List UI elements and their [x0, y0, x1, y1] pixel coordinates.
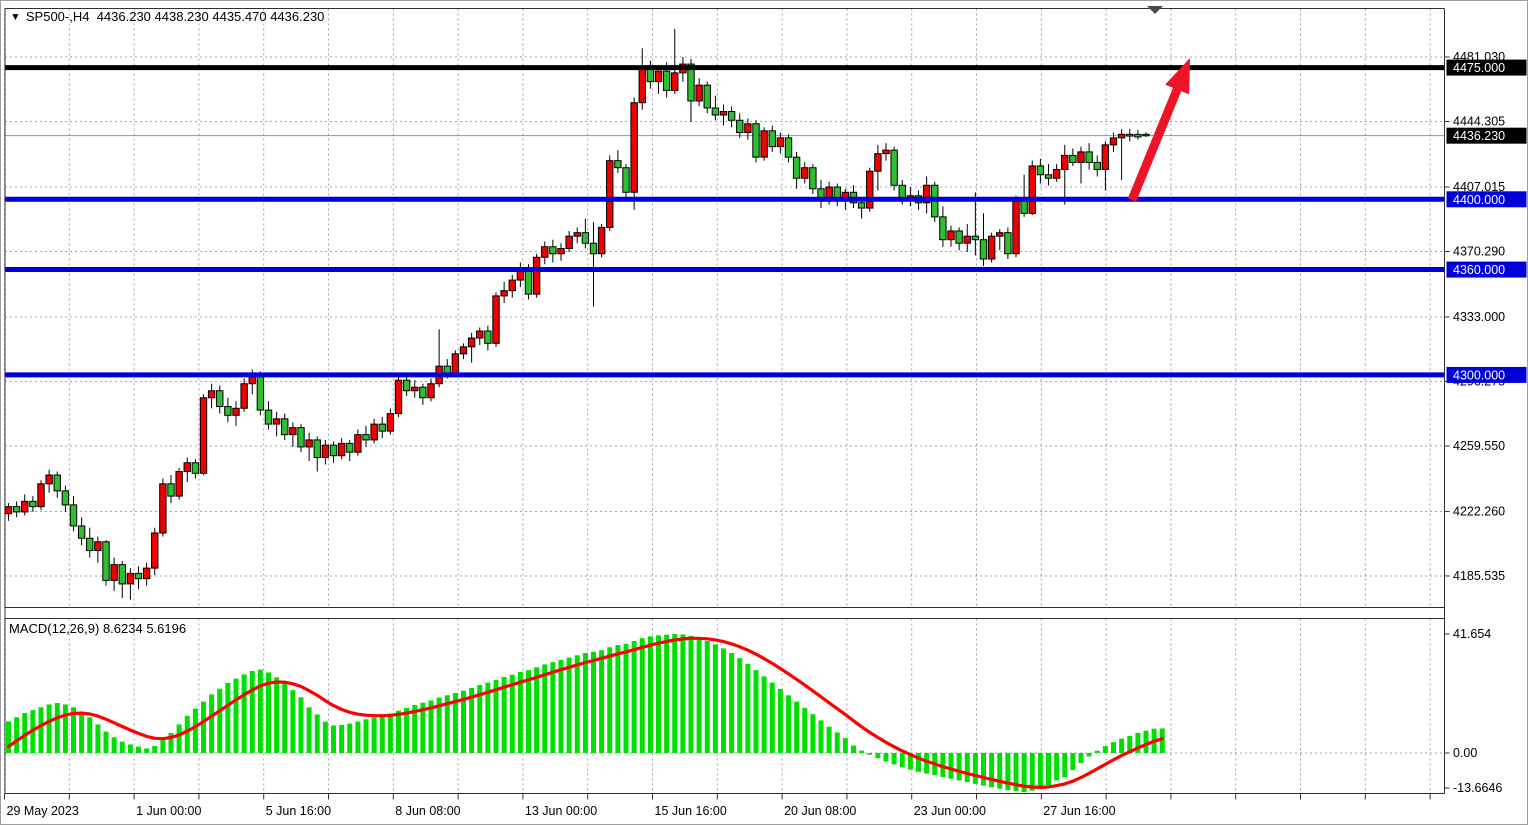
svg-text:29 May 2023: 29 May 2023	[7, 804, 79, 818]
svg-text:4333.000: 4333.000	[1453, 310, 1505, 324]
svg-text:23 Jun 00:00: 23 Jun 00:00	[914, 804, 986, 818]
scroll-marker-icon[interactable]	[1147, 6, 1163, 14]
price-level-badge: 4360.000	[1446, 261, 1527, 278]
ohlc-values: SP500-,H4 4436.230 4438.230 4435.470 443…	[25, 9, 325, 24]
svg-text:4475.000: 4475.000	[1453, 61, 1505, 75]
symbol-ohlc-header: ▼ SP500-,H4 4436.230 4438.230 4435.470 44…	[9, 9, 324, 24]
svg-text:4370.290: 4370.290	[1453, 244, 1505, 258]
svg-text:41.654: 41.654	[1453, 627, 1491, 641]
svg-text:4185.535: 4185.535	[1453, 569, 1505, 583]
macd-name: MACD(12,26,9)	[9, 621, 100, 636]
svg-text:4360.000: 4360.000	[1453, 263, 1505, 277]
price-level-badge: 4475.000	[1446, 59, 1527, 76]
support-resistance-lines[interactable]	[5, 65, 1445, 378]
svg-text:4300.000: 4300.000	[1453, 368, 1505, 382]
symbol-dropdown-icon[interactable]: ▼	[10, 10, 21, 23]
svg-text:20 Jun 08:00: 20 Jun 08:00	[784, 804, 856, 818]
svg-text:5 Jun 16:00: 5 Jun 16:00	[266, 804, 331, 818]
macd-indicator-label: MACD(12,26,9) 8.6234 5.6196	[9, 621, 186, 636]
svg-text:13 Jun 00:00: 13 Jun 00:00	[525, 804, 597, 818]
svg-text:4400.000: 4400.000	[1453, 193, 1505, 207]
svg-text:4259.550: 4259.550	[1453, 439, 1505, 453]
svg-text:4444.305: 4444.305	[1453, 114, 1505, 128]
price-level-badge: 4436.230	[1446, 127, 1527, 144]
svg-text:4407.015: 4407.015	[1453, 180, 1505, 194]
svg-text:1 Jun 00:00: 1 Jun 00:00	[136, 804, 201, 818]
price-level-badge: 4400.000	[1446, 191, 1527, 208]
panel-frames	[4, 8, 1445, 794]
svg-text:0.00: 0.00	[1453, 746, 1477, 760]
macd-signal-line	[6, 636, 1164, 790]
svg-text:27 Jun 16:00: 27 Jun 16:00	[1043, 804, 1115, 818]
time-axis[interactable]: 29 May 2023 1 Jun 00:00 5 Jun 16:00 8 Jun 0…	[7, 804, 1116, 818]
svg-text:8 Jun 08:00: 8 Jun 08:00	[395, 804, 460, 818]
price-level-badge: 4300.000	[1446, 366, 1527, 383]
svg-text:4436.230: 4436.230	[1453, 129, 1505, 143]
svg-text:-13.6646: -13.6646	[1453, 781, 1502, 795]
trend-arrow-annotation[interactable]	[1127, 58, 1190, 202]
macd-signal-value: 5.6196	[146, 621, 187, 636]
macd-main-value: 8.6234	[102, 621, 143, 636]
price-axis[interactable]: 4481.0304444.3054407.0154370.2904333.000…	[1444, 1, 1528, 825]
macd-axis[interactable]: 41.654 0.00 -13.6646	[1444, 627, 1503, 795]
svg-text:4222.260: 4222.260	[1453, 504, 1505, 518]
svg-text:15 Jun 16:00: 15 Jun 16:00	[655, 804, 727, 818]
